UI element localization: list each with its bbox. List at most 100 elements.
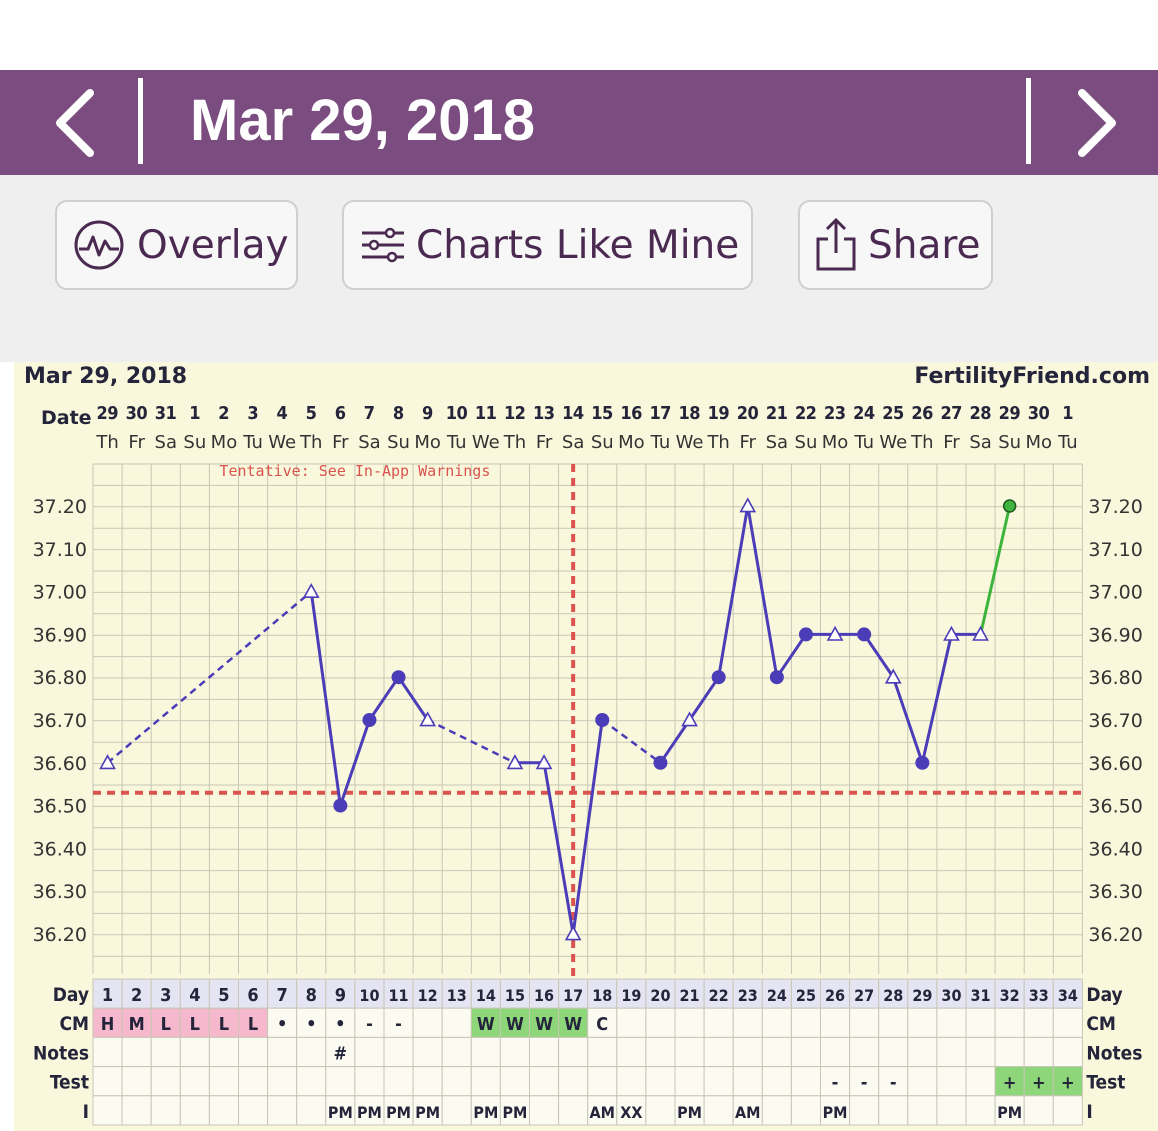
charts-like-mine-button[interactable]: Charts Like Mine xyxy=(342,200,753,290)
row-cell xyxy=(761,978,792,1009)
row-cell-text: + xyxy=(1032,1073,1046,1094)
row-cell xyxy=(121,1007,152,1038)
row-cell xyxy=(470,1036,501,1068)
row-cell-text: L xyxy=(161,1014,171,1035)
row-cell xyxy=(965,1095,996,1126)
date-label: 30 xyxy=(1028,403,1050,424)
row-cell xyxy=(849,1007,880,1038)
charts-like-mine-label: Charts Like Mine xyxy=(416,222,740,268)
weekday-label: Su xyxy=(591,432,614,453)
row-cell xyxy=(878,1095,909,1126)
row-cell xyxy=(616,1095,647,1126)
row-cell xyxy=(994,978,1025,1009)
row-cell xyxy=(994,1007,1025,1038)
row-cell xyxy=(732,1007,763,1038)
row-cell-text: AM xyxy=(735,1103,760,1122)
row-cell xyxy=(645,1095,676,1126)
temp-line-segment xyxy=(309,591,342,806)
row-cell xyxy=(208,1095,239,1126)
row-cell xyxy=(820,1036,851,1068)
row-cell xyxy=(965,978,996,1009)
row-cell xyxy=(703,1095,734,1126)
row-cell-text: 5 xyxy=(218,985,229,1006)
row-cell xyxy=(674,1095,705,1126)
row-cell-text: 26 xyxy=(825,986,845,1005)
row-cell xyxy=(470,1095,501,1126)
temp-point xyxy=(798,627,813,642)
row-cell-text: PM xyxy=(415,1103,440,1122)
sliders-icon xyxy=(362,227,404,263)
weekday-label: Fr xyxy=(943,432,960,453)
temp-point xyxy=(653,755,668,770)
row-cell xyxy=(849,1036,880,1068)
row-cell xyxy=(1023,978,1054,1009)
temp-point-open xyxy=(506,754,524,770)
row-cell-text: XX xyxy=(620,1103,642,1122)
row-cell-text: 29 xyxy=(912,986,932,1005)
separator xyxy=(138,78,143,164)
date-label: 4 xyxy=(277,403,288,424)
date-label: 17 xyxy=(649,403,671,424)
row-cell xyxy=(529,1095,560,1126)
temp-line-segment xyxy=(542,762,575,935)
row-cell xyxy=(150,1007,181,1038)
weekday-label: Th xyxy=(95,432,118,453)
row-cell xyxy=(674,978,705,1009)
row-cell xyxy=(703,978,734,1009)
prev-button[interactable] xyxy=(30,70,120,175)
row-cell xyxy=(1052,1007,1083,1038)
date-label: 24 xyxy=(853,403,875,424)
row-cell xyxy=(703,1007,734,1038)
row-cell xyxy=(558,1007,589,1038)
date-label: 15 xyxy=(591,403,613,424)
row-cell xyxy=(383,1095,414,1126)
row-cell-text: 7 xyxy=(277,985,288,1006)
annotation-text: Tentative: See In-App Warnings xyxy=(219,462,490,480)
y-tick-label: 36.50 xyxy=(33,796,87,818)
date-label: 5 xyxy=(306,403,317,424)
weekday-label: Mo xyxy=(211,432,238,453)
date-label: 20 xyxy=(737,403,759,424)
weekday-label: Th xyxy=(706,432,729,453)
row-cell xyxy=(790,1095,822,1126)
weekday-label: Fr xyxy=(332,432,349,453)
row-cell-text: 9 xyxy=(335,985,346,1006)
row-cell xyxy=(325,1066,356,1097)
chevron-left-icon xyxy=(56,88,94,157)
row-cell xyxy=(441,1007,472,1038)
share-button[interactable]: Share xyxy=(798,200,993,290)
row-cell xyxy=(179,1007,210,1038)
weekday-label: Su xyxy=(795,432,818,453)
weekday-label: Tu xyxy=(242,432,263,453)
row-cell xyxy=(587,1066,618,1097)
row-label: Test xyxy=(50,1072,89,1094)
overlay-button[interactable]: Overlay xyxy=(55,200,298,290)
temp-point-open xyxy=(943,625,960,641)
row-cell xyxy=(499,1036,530,1068)
row-cell xyxy=(1052,1036,1083,1068)
date-label: 7 xyxy=(364,403,375,424)
row-cell-text: 13 xyxy=(447,986,467,1005)
temp-point-open xyxy=(681,711,698,727)
row-cell-text: - xyxy=(890,1073,897,1094)
next-button[interactable] xyxy=(1052,70,1142,175)
row-cell xyxy=(92,1007,123,1038)
temp-point-open xyxy=(99,754,116,770)
temp-line-segment xyxy=(717,505,750,678)
row-cell xyxy=(1023,1095,1054,1126)
row-cell xyxy=(267,1036,298,1068)
row-cell xyxy=(238,1036,269,1068)
row-cell xyxy=(558,978,589,1009)
row-cell xyxy=(412,1007,443,1038)
weekday-label: Fr xyxy=(128,432,145,453)
row-cell-text: PM xyxy=(503,1103,528,1122)
y-tick-label: 36.50 xyxy=(1088,796,1142,818)
temp-point xyxy=(857,627,872,642)
row-cell xyxy=(150,1036,181,1068)
row-cell xyxy=(529,1036,560,1068)
row-cell-text: • xyxy=(306,1014,316,1035)
date-label: 31 xyxy=(155,403,177,424)
temp-point xyxy=(769,670,784,685)
temp-line-segment xyxy=(891,676,924,764)
row-cell xyxy=(558,1095,589,1126)
